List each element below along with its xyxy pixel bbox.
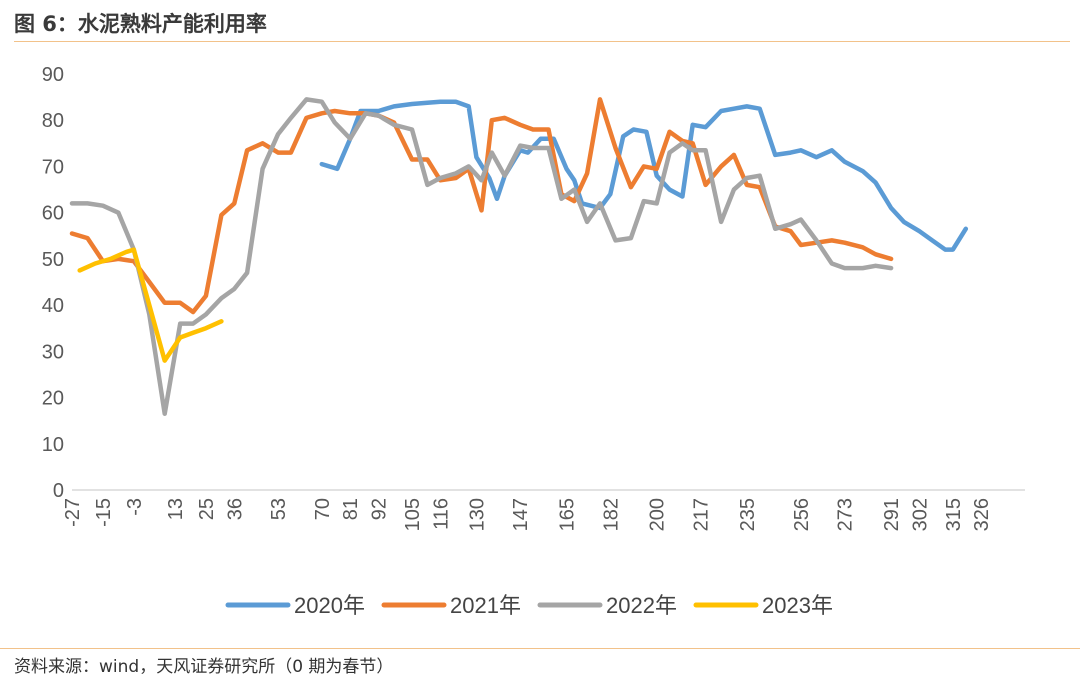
x-tick-label: 105 (402, 498, 424, 531)
x-tick-label: 147 (510, 498, 532, 531)
x-tick-label: 36 (224, 498, 246, 520)
axes: 0 10 20 30 40 50 60 70 80 90 -27 -15 -3 13 25 36 53 70 81 9… (42, 64, 1025, 531)
y-tick-label: 0 (53, 480, 64, 502)
y-tick-label: 40 (42, 295, 64, 317)
x-tick-label: 53 (268, 498, 290, 520)
x-tick-label: 256 (791, 498, 813, 531)
legend-label: 2022年 (606, 593, 677, 618)
x-tick-label: 200 (647, 498, 669, 531)
x-tick-label: 116 (430, 498, 452, 530)
x-tick-label: 70 (312, 498, 334, 520)
x-tick-label: 273 (835, 498, 857, 531)
y-tick-label: 80 (42, 110, 64, 132)
x-tick-label: 165 (557, 498, 579, 531)
x-tick-label: 130 (466, 498, 488, 531)
x-tick-label: 25 (196, 498, 218, 520)
y-tick-label: 20 (42, 388, 64, 410)
line-chart: 0 10 20 30 40 50 60 70 80 90 -27 -15 -3 13 25 36 53 70 81 9… (42, 64, 1025, 618)
title-divider (14, 41, 1070, 42)
x-tick-label: 217 (690, 498, 712, 531)
x-tick-label: 326 (971, 498, 993, 531)
x-tick-label: 13 (165, 498, 187, 520)
y-tick-label: 30 (42, 341, 64, 363)
x-tick-label: 302 (909, 498, 931, 531)
x-tick-label: 182 (600, 498, 622, 531)
source-note: 资料来源：wind，天风证券研究所（0 期为春节） (14, 657, 394, 677)
chart-title: 图 6：水泥熟料产能利用率 (14, 12, 267, 36)
x-tick-label: 235 (737, 498, 759, 531)
series-line-2021年 (69, 97, 894, 315)
series-group (69, 97, 969, 416)
legend: 2020年 2021年 2022年 2023年 (225, 593, 833, 618)
y-tick-label: 90 (42, 64, 64, 86)
legend-label: 2023年 (762, 593, 833, 618)
x-tick-label: -3 (124, 498, 146, 516)
x-tick-label: 315 (943, 498, 965, 531)
series-line-2023年 (77, 247, 224, 363)
legend-label: 2021年 (450, 593, 521, 618)
x-tick-label: 291 (881, 498, 903, 531)
x-tick-label: -27 (62, 498, 84, 527)
y-tick-label: 70 (42, 156, 64, 178)
series-line-2022年 (69, 97, 894, 416)
y-tick-label: 50 (42, 249, 64, 271)
x-tick-label: -15 (93, 498, 115, 527)
series-line-2020年 (319, 99, 969, 252)
x-tick-label: 81 (340, 498, 362, 520)
source-divider (0, 648, 1080, 649)
y-tick-label: 10 (42, 434, 64, 456)
x-tick-label: 92 (369, 498, 391, 520)
y-tick-label: 60 (42, 203, 64, 225)
legend-label: 2020年 (294, 593, 365, 618)
